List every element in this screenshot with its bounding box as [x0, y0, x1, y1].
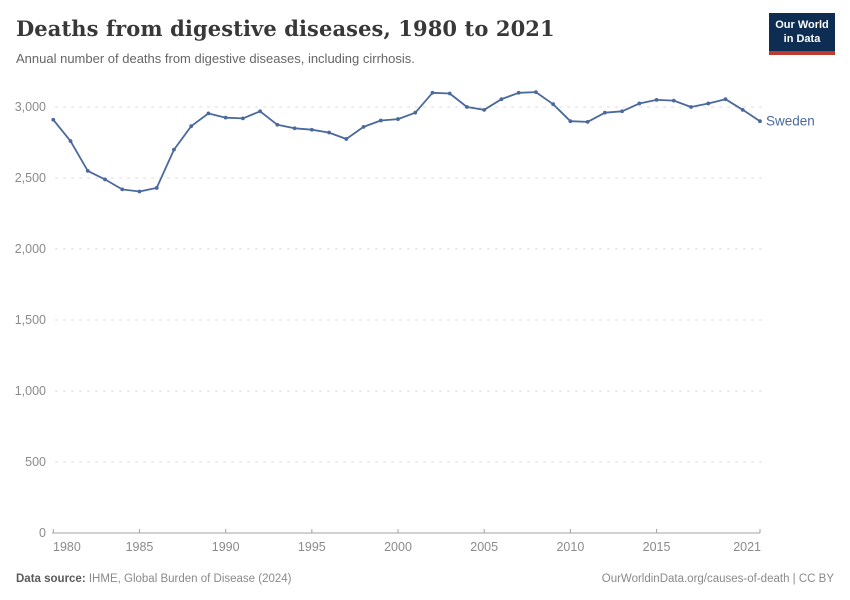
data-point-2015[interactable]	[654, 98, 659, 102]
data-point-2017[interactable]	[689, 105, 693, 109]
data-point-2009[interactable]	[551, 102, 556, 107]
owid-logo-line2: in Data	[783, 33, 821, 46]
x-axis-tick-label: 2005	[470, 540, 498, 554]
x-axis-tick-label: 1985	[126, 540, 154, 554]
data-point-1999[interactable]	[378, 118, 383, 123]
data-point-2014[interactable]	[637, 101, 642, 106]
license-note: OurWorldinData.org/causes-of-death | CC …	[601, 573, 834, 585]
series-label-sweden: Sweden	[766, 114, 815, 129]
data-point-2003[interactable]	[447, 91, 452, 96]
chart-title: Deaths from digestive diseases, 1980 to …	[16, 16, 555, 41]
data-point-2001[interactable]	[413, 110, 418, 115]
data-point-1990[interactable]	[223, 115, 228, 120]
data-point-1992[interactable]	[258, 109, 263, 114]
x-axis-tick-label: 2015	[643, 540, 671, 554]
data-point-2013[interactable]	[620, 109, 624, 114]
y-axis-tick-label: 1,500	[15, 313, 46, 327]
data-point-1994[interactable]	[292, 126, 297, 131]
data-point-1995[interactable]	[309, 127, 314, 132]
data-point-2019[interactable]	[723, 97, 728, 102]
x-axis-tick-label: 2000	[384, 540, 412, 554]
data-point-2010[interactable]	[568, 119, 573, 124]
data-point-1983[interactable]	[103, 177, 107, 182]
x-axis-tick-label: 2021	[733, 540, 761, 554]
data-point-1986[interactable]	[154, 186, 159, 190]
data-point-2000[interactable]	[396, 117, 400, 121]
y-axis-tick-label: 2,500	[15, 171, 46, 185]
data-point-1989[interactable]	[206, 111, 211, 116]
data-point-2012[interactable]	[602, 110, 607, 115]
data-point-1997[interactable]	[344, 137, 349, 141]
data-line-sweden[interactable]	[52, 91, 761, 193]
y-axis-tick-label: 500	[25, 455, 46, 469]
data-point-1991[interactable]	[240, 116, 245, 121]
chart-subtitle: Annual number of deaths from digestive d…	[16, 51, 415, 66]
data-point-1987[interactable]	[172, 147, 176, 152]
owid-logo-line1: Our World	[775, 19, 829, 31]
data-point-2006[interactable]	[499, 97, 504, 102]
data-source-text: IHME, Global Burden of Disease (2024)	[85, 573, 292, 585]
data-point-1980[interactable]	[51, 117, 56, 122]
data-point-2021[interactable]	[758, 119, 762, 124]
y-axis-tick-label: 3,000	[15, 100, 46, 114]
data-point-1996[interactable]	[327, 130, 331, 135]
data-point-1985[interactable]	[137, 189, 142, 194]
data-point-1993[interactable]	[275, 122, 280, 127]
data-point-2007[interactable]	[516, 90, 521, 95]
data-point-2005[interactable]	[482, 107, 487, 112]
data-point-1988[interactable]	[189, 124, 194, 129]
data-point-2004[interactable]	[465, 105, 469, 109]
data-point-2008[interactable]	[534, 90, 538, 94]
x-axis-tick-label: 1990	[212, 540, 240, 554]
data-point-2002[interactable]	[430, 90, 435, 95]
owid-logo[interactable]: Our World in Data	[769, 13, 835, 55]
data-point-2011[interactable]	[585, 120, 590, 124]
data-point-1982[interactable]	[85, 169, 90, 173]
chart-footer: Data source: IHME, Global Burden of Dise…	[16, 573, 834, 585]
data-point-1998[interactable]	[361, 124, 366, 129]
y-axis-tick-label: 0	[39, 526, 46, 540]
data-point-1984[interactable]	[120, 187, 125, 192]
data-point-2020[interactable]	[740, 107, 745, 112]
data-source-label: Data source:	[16, 573, 86, 585]
data-source-note: Data source: IHME, Global Burden of Dise…	[16, 573, 292, 585]
x-axis-tick-label: 2010	[556, 540, 584, 554]
data-point-2018[interactable]	[706, 101, 711, 106]
x-axis-tick-label: 1980	[53, 540, 81, 554]
y-axis-tick-label: 1,000	[15, 384, 46, 398]
data-point-1981[interactable]	[68, 139, 73, 143]
y-axis-tick-label: 2,000	[15, 242, 46, 256]
x-axis-tick-label: 1995	[298, 540, 326, 554]
data-point-2016[interactable]	[671, 98, 676, 103]
